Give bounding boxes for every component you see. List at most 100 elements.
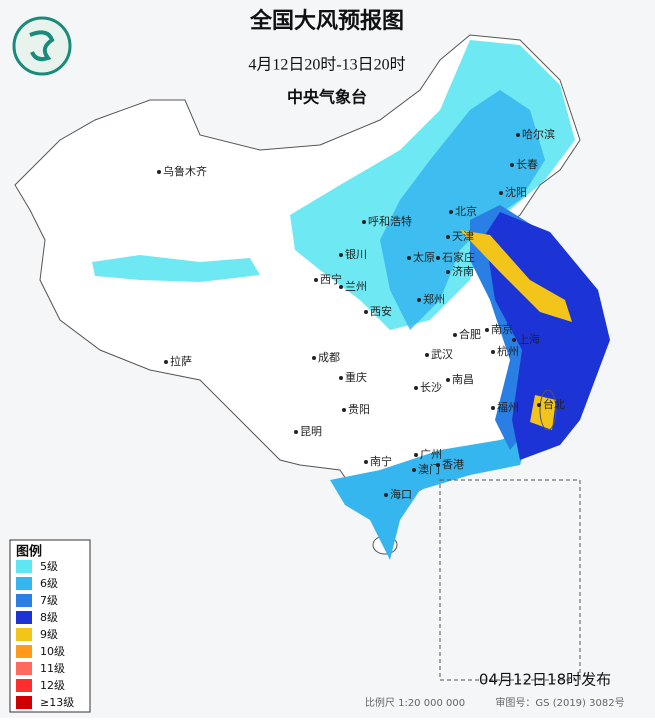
wind-area-6 xyxy=(330,430,530,560)
nine-dash-inset xyxy=(439,479,581,681)
legend-label: 7级 xyxy=(40,594,58,607)
city-label: 呼和浩特 xyxy=(368,214,412,228)
legend-label: 9级 xyxy=(40,628,58,641)
city-dot xyxy=(425,353,429,357)
city-label: 兰州 xyxy=(345,280,367,293)
legend-label: 5级 xyxy=(40,560,58,573)
city-dot xyxy=(537,403,541,407)
legend-swatch xyxy=(16,645,32,658)
wind-area-6 xyxy=(380,90,545,330)
city-label: 西宁 xyxy=(320,272,342,286)
city-dot xyxy=(491,406,495,410)
city-label: 拉萨 xyxy=(170,354,192,368)
city-dot xyxy=(407,256,411,260)
legend-label: 12级 xyxy=(40,679,65,692)
wind-area-9 xyxy=(460,230,572,322)
city-label: 台北 xyxy=(543,397,565,411)
city-dot xyxy=(453,333,457,337)
city-dot xyxy=(342,408,346,412)
legend-swatch xyxy=(16,611,32,624)
city-label: 南京 xyxy=(491,322,513,336)
legend-label: 11级 xyxy=(40,662,65,675)
city-label: 贵阳 xyxy=(348,403,370,416)
forecast-period: 4月12日20时-13日20时 xyxy=(248,56,405,74)
wind-area-9 xyxy=(530,395,556,430)
city-dot xyxy=(339,285,343,289)
city-dot xyxy=(312,356,316,360)
city-label: 长沙 xyxy=(420,381,442,394)
legend-swatch xyxy=(16,662,32,675)
city-label: 昆明 xyxy=(300,425,322,438)
city-dot xyxy=(499,191,503,195)
city-label: 杭州 xyxy=(497,344,519,358)
taiwan xyxy=(539,389,557,431)
city-dot xyxy=(364,460,368,464)
city-label: 哈尔滨 xyxy=(522,127,555,141)
city-label: 广州 xyxy=(420,448,442,461)
city-label: 重庆 xyxy=(345,370,367,384)
issuer: 中央气象台 xyxy=(287,88,367,107)
city-dot xyxy=(339,253,343,257)
city-dot xyxy=(446,235,450,239)
city-dot xyxy=(362,220,366,224)
wind-area-5 xyxy=(92,255,260,282)
city-label: 银川 xyxy=(345,247,367,261)
city-dot xyxy=(339,376,343,380)
city-dot xyxy=(446,270,450,274)
city-dot xyxy=(512,338,516,342)
city-label: 南昌 xyxy=(452,373,474,386)
city-label: 济南 xyxy=(452,264,474,278)
city-label: 澳门 xyxy=(418,462,440,476)
legend: 图例 5级 6级 7级 8级 9级 10级 11级 12级 ≥13级 xyxy=(9,539,91,713)
city-label: 石家庄 xyxy=(442,250,475,264)
legend-swatch xyxy=(16,628,32,641)
city-dot xyxy=(446,378,450,382)
legend-label: ≥13级 xyxy=(40,696,74,709)
map-scale: 比例尺 1:20 000 000 xyxy=(365,696,465,709)
map-title: 全国大风预报图 xyxy=(249,8,404,34)
legend-label: 6级 xyxy=(40,577,58,590)
city-dot xyxy=(436,463,440,467)
legend-swatch xyxy=(16,577,32,590)
city-label: 香港 xyxy=(442,458,464,471)
city-label: 沈阳 xyxy=(505,185,527,199)
legend-swatch xyxy=(16,560,32,573)
city-label: 南宁 xyxy=(370,454,392,468)
city-label: 天津 xyxy=(452,230,474,243)
city-label: 海口 xyxy=(390,487,412,501)
cma-logo xyxy=(12,16,72,76)
city-label: 武汉 xyxy=(431,348,453,361)
city-dot xyxy=(384,493,388,497)
city-label: 合肥 xyxy=(459,327,481,341)
city-dot xyxy=(414,453,418,457)
city-dot xyxy=(485,328,489,332)
cma-logo-mark xyxy=(29,30,55,62)
city-dot xyxy=(314,278,318,282)
city-dot xyxy=(449,210,453,214)
map-approval-number: 审图号：GS (2019) 3082号 xyxy=(495,696,624,709)
city-label: 长春 xyxy=(516,158,538,171)
city-label: 乌鲁木齐 xyxy=(163,164,207,178)
city-dot xyxy=(164,360,168,364)
city-label: 郑州 xyxy=(423,292,445,306)
city-label: 太原 xyxy=(413,251,435,264)
legend-swatch xyxy=(16,594,32,607)
city-dot xyxy=(491,350,495,354)
legend-title: 图例 xyxy=(16,544,42,560)
city-label: 西安 xyxy=(370,304,392,318)
city-label: 福州 xyxy=(497,400,519,414)
city-dot xyxy=(510,163,514,167)
legend-swatch xyxy=(16,696,32,709)
city-label: 成都 xyxy=(318,351,340,364)
city-label: 上海 xyxy=(518,332,540,346)
city-dot xyxy=(364,310,368,314)
issue-time: 04月12日18时发布 xyxy=(479,671,611,689)
city-dot xyxy=(412,468,416,472)
city-dot xyxy=(436,256,440,260)
legend-label: 8级 xyxy=(40,611,58,624)
city-dot xyxy=(294,430,298,434)
city-dot xyxy=(157,170,161,174)
city-dot xyxy=(414,386,418,390)
city-dot xyxy=(417,298,421,302)
